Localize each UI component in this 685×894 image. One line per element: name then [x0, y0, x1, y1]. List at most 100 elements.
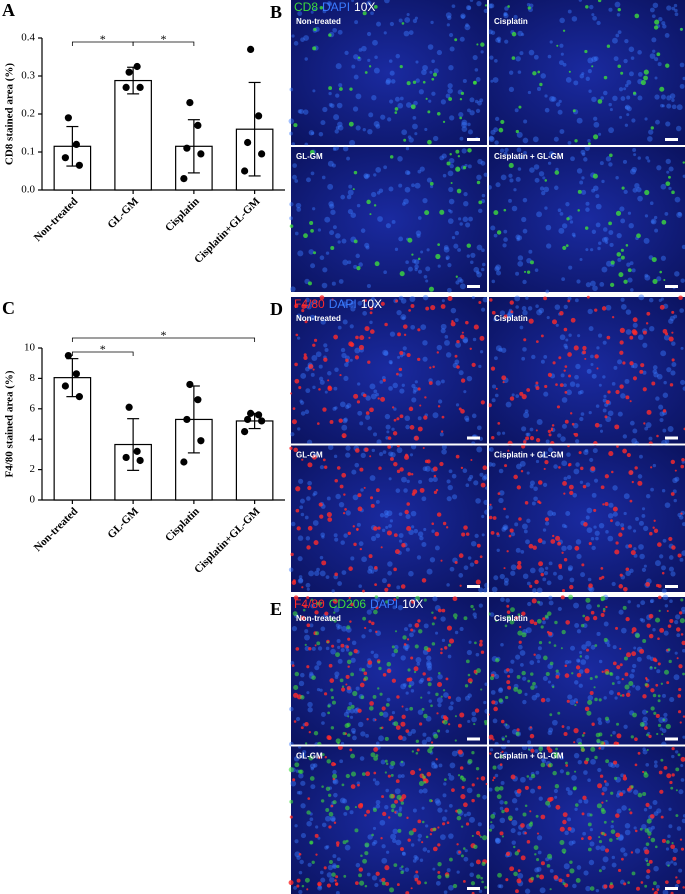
stained-cell: [582, 345, 587, 351]
stained-cell: [621, 527, 625, 531]
stained-cell: [387, 583, 391, 588]
nucleus: [652, 799, 658, 805]
nucleus: [510, 564, 517, 571]
stained-cell: [680, 464, 685, 469]
nucleus: [337, 29, 343, 35]
stained-cell: [394, 107, 399, 111]
nucleus: [620, 523, 625, 528]
stained-cell: [446, 821, 450, 825]
stained-cell: [364, 813, 367, 817]
nucleus: [290, 432, 295, 437]
nucleus: [554, 185, 559, 191]
stained-cell: [367, 360, 371, 364]
stained-cell: [400, 801, 405, 805]
stained-cell: [581, 837, 584, 841]
stained-cell: [308, 364, 314, 369]
stained-cell: [292, 407, 296, 410]
stained-cell: [568, 594, 574, 600]
stained-cell: [396, 596, 399, 600]
nucleus: [435, 380, 441, 386]
stained-cell: [586, 295, 590, 299]
stained-cell: [548, 631, 553, 636]
stained-cell: [504, 807, 510, 813]
nucleus: [386, 850, 390, 854]
nucleus: [336, 638, 341, 643]
stained-cell: [665, 181, 671, 187]
stained-cell: [364, 71, 368, 74]
nucleus: [504, 147, 509, 153]
nucleus: [461, 119, 468, 126]
stained-cell: [467, 148, 472, 153]
stained-cell: [563, 369, 566, 372]
nucleus: [391, 220, 396, 224]
nucleus: [444, 335, 449, 339]
stained-cell: [588, 542, 592, 546]
nucleus: [408, 570, 414, 577]
stained-cell: [660, 815, 664, 819]
stained-cell: [659, 270, 662, 274]
nucleus: [522, 676, 527, 681]
nucleus: [415, 78, 420, 83]
nucleus: [653, 811, 659, 816]
stained-cell: [396, 372, 399, 376]
stained-cell: [547, 853, 553, 859]
nucleus: [507, 311, 514, 318]
nucleus: [593, 525, 597, 529]
nucleus: [541, 540, 546, 545]
nucleus: [624, 105, 629, 110]
nucleus: [565, 202, 570, 207]
nucleus: [544, 206, 548, 210]
data-point: [183, 415, 191, 424]
stained-cell: [300, 615, 306, 621]
stained-cell: [630, 550, 636, 556]
stained-cell: [417, 387, 421, 391]
nucleus: [408, 680, 415, 687]
stained-cell: [400, 847, 404, 851]
nucleus: [347, 189, 354, 196]
nucleus: [481, 262, 486, 267]
stained-cell: [357, 783, 360, 787]
stained-cell: [330, 688, 334, 692]
nucleus: [601, 237, 608, 243]
stained-cell: [374, 566, 378, 570]
stained-cell: [569, 490, 574, 495]
nucleus: [567, 817, 572, 822]
nucleus: [421, 496, 427, 502]
nucleus: [603, 90, 608, 96]
stained-cell: [662, 409, 667, 413]
nucleus: [298, 578, 304, 583]
nucleus: [322, 9, 327, 14]
stained-cell: [572, 786, 577, 791]
nucleus: [445, 93, 451, 99]
nucleus: [604, 402, 609, 408]
nucleus: [458, 370, 464, 376]
stained-cell: [418, 768, 422, 771]
stained-cell: [526, 270, 531, 274]
nucleus: [385, 223, 391, 229]
stained-cell: [379, 711, 384, 717]
nucleus: [405, 102, 412, 108]
nucleus: [340, 194, 346, 200]
nucleus: [677, 212, 682, 216]
nucleus: [478, 208, 483, 214]
nucleus: [349, 139, 356, 146]
stained-cell: [470, 881, 476, 886]
nucleus: [454, 318, 459, 322]
nucleus: [426, 662, 433, 669]
stained-cell: [327, 379, 330, 382]
nucleus: [635, 517, 639, 521]
stained-cell: [328, 33, 332, 37]
nucleus: [536, 86, 542, 91]
stained-cell: [423, 781, 427, 784]
nucleus: [418, 789, 424, 794]
nucleus: [358, 584, 362, 588]
nucleus: [361, 634, 366, 639]
nucleus: [662, 24, 667, 29]
stained-cell: [345, 683, 348, 686]
nucleus: [591, 56, 598, 63]
stained-cell: [434, 531, 440, 537]
nucleus: [448, 469, 453, 474]
nucleus: [557, 208, 562, 213]
nucleus: [466, 811, 472, 817]
nucleus: [355, 93, 362, 100]
